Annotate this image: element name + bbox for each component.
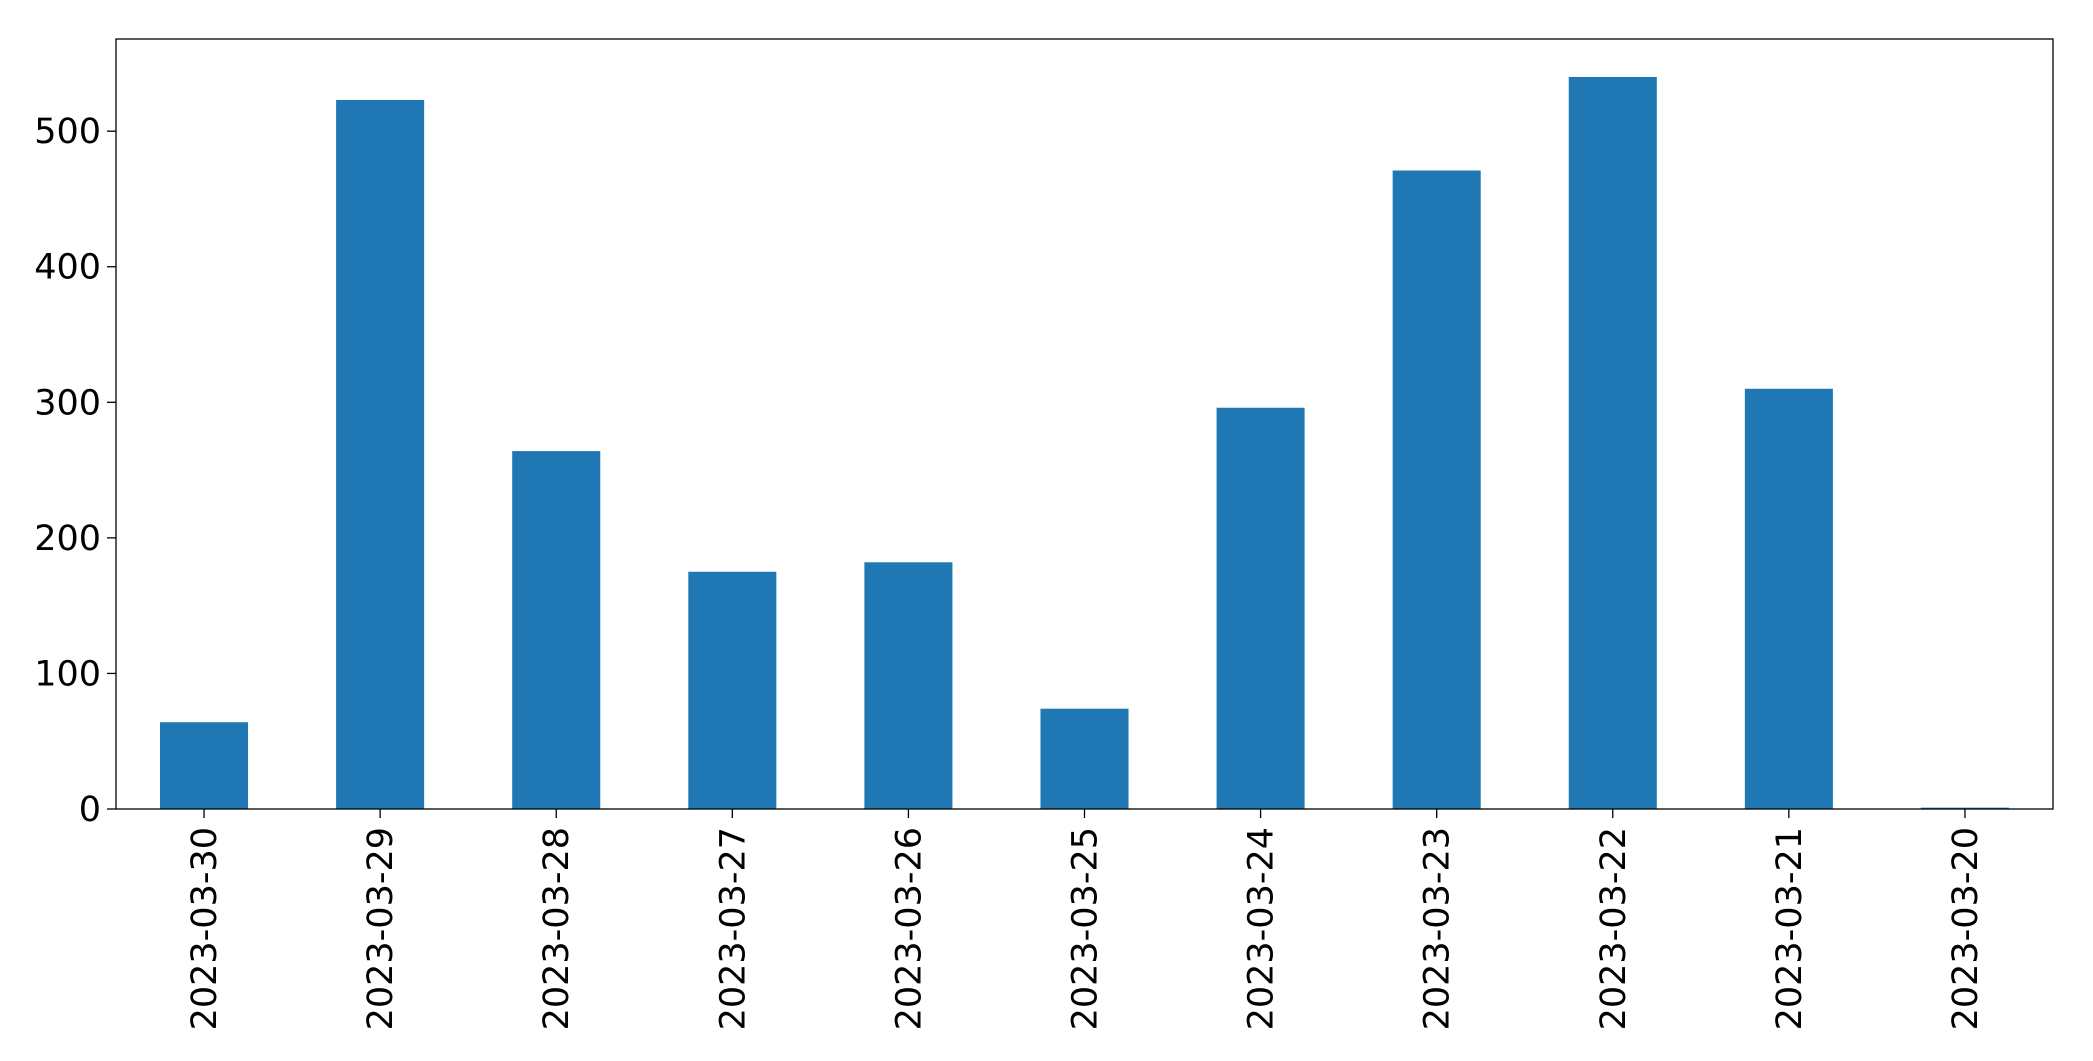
x-tick-label: 2023-03-21 xyxy=(1770,827,1810,1030)
x-tick-label: 2023-03-23 xyxy=(1418,827,1458,1030)
x-tick-label: 2023-03-26 xyxy=(889,827,929,1030)
x-tick-label: 2023-03-27 xyxy=(713,827,753,1030)
bar xyxy=(336,100,425,809)
bar xyxy=(1920,807,2009,809)
x-tick-label: 2023-03-24 xyxy=(1242,827,1282,1030)
x-tick-label: 2023-03-28 xyxy=(537,827,577,1030)
y-tick-label: 300 xyxy=(34,383,101,423)
bar xyxy=(688,571,777,809)
bar xyxy=(1040,708,1129,809)
bar xyxy=(160,722,249,809)
bar xyxy=(1744,388,1833,809)
y-tick-label: 500 xyxy=(34,112,101,152)
bar xyxy=(512,451,601,809)
y-tick-label: 0 xyxy=(79,790,101,830)
bar xyxy=(1216,407,1305,809)
bar xyxy=(1568,76,1657,809)
y-tick-label: 200 xyxy=(34,519,101,559)
x-tick-label: 2023-03-22 xyxy=(1594,827,1634,1030)
x-tick-label: 2023-03-25 xyxy=(1066,827,1106,1030)
x-tick-label: 2023-03-30 xyxy=(185,827,225,1030)
bar xyxy=(864,562,953,809)
bar xyxy=(1392,170,1481,810)
x-tick-label: 2023-03-29 xyxy=(361,827,401,1030)
plot-frame xyxy=(115,38,2054,810)
y-tick-label: 400 xyxy=(34,248,101,288)
y-tick-label: 100 xyxy=(34,654,101,694)
x-tick-label: 2023-03-20 xyxy=(1946,827,1986,1030)
